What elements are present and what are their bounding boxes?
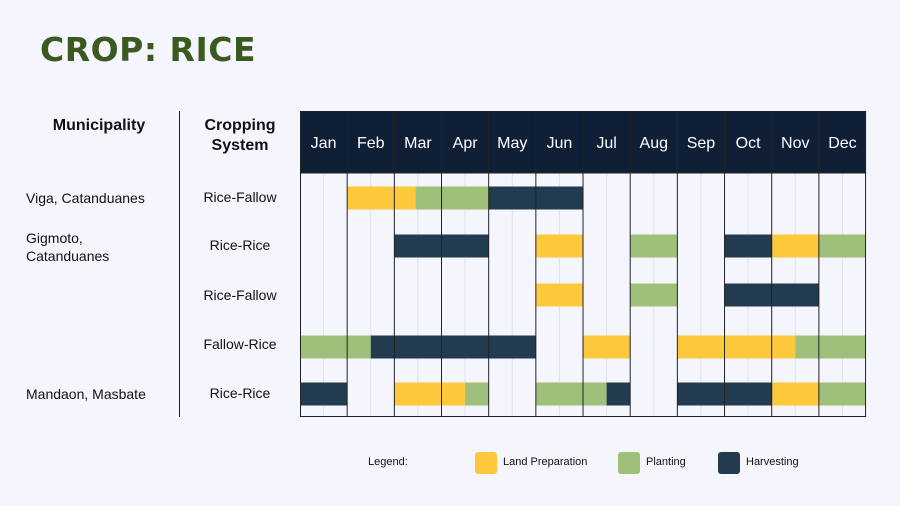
gantt-bar-land-preparation [677, 335, 796, 359]
month-label-may: May [497, 135, 527, 152]
legend-swatch-harvesting [718, 452, 740, 474]
month-label-jun: Jun [547, 135, 573, 152]
column-divider [179, 111, 180, 417]
municipality-line1: Gigmoto, [26, 230, 83, 246]
gantt-bar-harvesting [300, 382, 348, 406]
municipality-line2: Catanduanes [26, 248, 110, 264]
gantt-bar-land-preparation [771, 382, 819, 406]
gantt-bar-planting [795, 335, 867, 359]
gantt-bar-planting [415, 186, 489, 210]
legend-title: Legend: [368, 456, 408, 468]
page-title: CROP: RICE [40, 30, 257, 69]
gantt-bar-planting [465, 382, 489, 406]
gantt-bar-land-preparation [394, 382, 466, 406]
municipality-line1: Viga, Catanduanes [26, 190, 145, 206]
legend-label-land-preparation: Land Preparation [503, 456, 588, 468]
gantt-bar-planting [300, 335, 371, 359]
cropping-system-label: Rice-Fallow [203, 287, 277, 303]
municipality-line1: Mandaon, Masbate [26, 386, 146, 402]
gantt-bar-land-preparation [535, 283, 584, 307]
month-label-nov: Nov [781, 135, 809, 152]
municipality-label: Mandaon, Masbate [26, 385, 166, 403]
gantt-bar-land-preparation [583, 335, 631, 359]
cropping-system-header-line2: System [211, 137, 269, 154]
month-label-apr: Apr [453, 135, 479, 152]
legend-label-harvesting: Harvesting [746, 456, 799, 468]
gantt-bar-land-preparation [347, 186, 416, 210]
legend-label-planting: Planting [646, 456, 686, 468]
gantt-bar-planting [630, 234, 678, 258]
municipality-header: Municipality [52, 117, 146, 134]
cropping-system-label: Rice-Fallow [203, 189, 277, 205]
gantt-bar-land-preparation [535, 234, 584, 258]
municipality-label: Viga, Catanduanes [26, 189, 166, 207]
cropping-system-header: Cropping System [185, 116, 295, 156]
cropping-system-label: Rice-Rice [209, 237, 271, 253]
month-label-jul: Jul [596, 135, 616, 152]
month-label-feb: Feb [357, 135, 385, 152]
municipality-label: Gigmoto, Catanduanes [26, 229, 166, 265]
gantt-bar-harvesting [724, 234, 772, 258]
legend-swatch-land-preparation [475, 452, 497, 474]
gantt-bar-planting [535, 382, 607, 406]
cropping-system-label: Fallow-Rice [203, 336, 277, 352]
month-label-dec: Dec [828, 135, 856, 152]
month-label-aug: Aug [640, 135, 668, 152]
gantt-chart: Jan Feb Mar Apr May Jun Jul Aug Sep Oct Nov Dec [300, 111, 867, 417]
month-label-mar: Mar [404, 135, 432, 152]
cropping-system-header-line1: Cropping [204, 117, 276, 134]
month-label-sep: Sep [687, 135, 716, 152]
legend-swatch-planting [618, 452, 640, 474]
gantt-bar-planting [818, 382, 867, 406]
month-label-jan: Jan [311, 135, 337, 152]
gantt-bar-harvesting [370, 335, 536, 359]
gantt-bar-planting [818, 234, 867, 258]
month-label-oct: Oct [736, 135, 761, 152]
gantt-bar-planting [630, 283, 678, 307]
gantt-bar-harvesting [606, 382, 631, 406]
gantt-bar-land-preparation [771, 234, 819, 258]
cropping-system-label: Rice-Rice [209, 385, 271, 401]
